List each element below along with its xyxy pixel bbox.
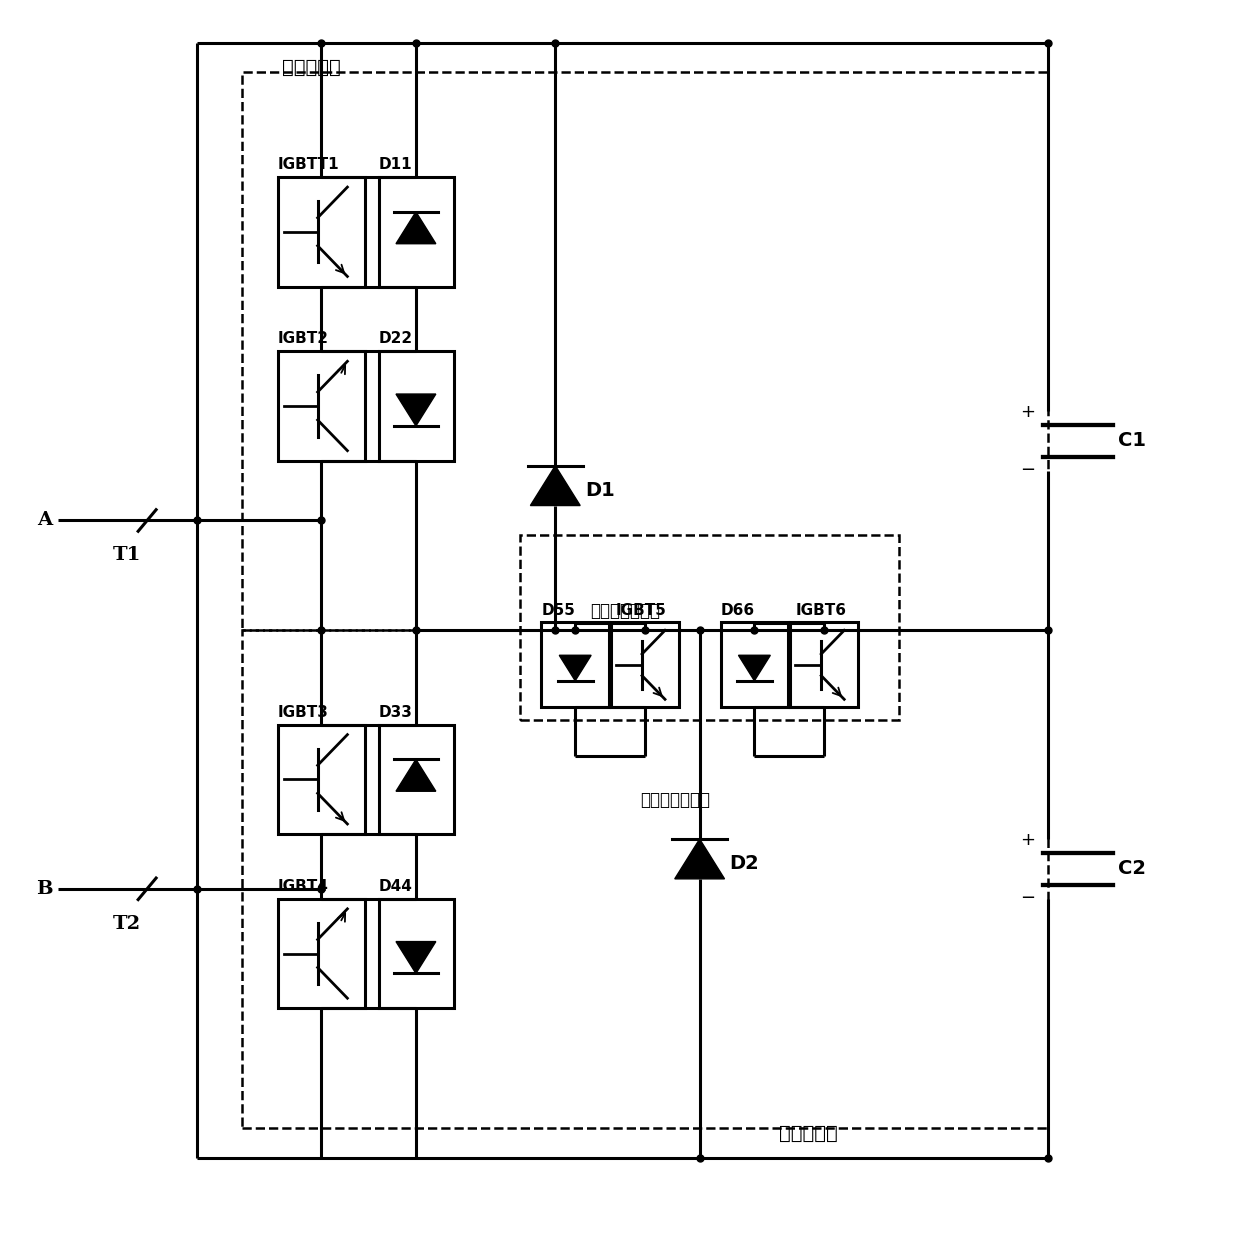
Text: 第二引导开关管: 第二引导开关管: [640, 791, 711, 809]
Text: D44: D44: [379, 879, 413, 894]
Bar: [611, 622, 678, 706]
Polygon shape: [396, 394, 435, 426]
Bar: [379, 899, 454, 1009]
Text: D22: D22: [379, 331, 413, 346]
Text: C2: C2: [1117, 860, 1146, 879]
Text: +: +: [1021, 831, 1035, 849]
Polygon shape: [396, 211, 435, 244]
Bar: [379, 351, 454, 461]
Text: D2: D2: [729, 855, 759, 874]
Text: −: −: [1021, 889, 1035, 906]
Bar: [278, 725, 365, 834]
Text: IGBT6: IGBT6: [795, 602, 846, 618]
Text: T1: T1: [113, 546, 140, 564]
Text: +: +: [1021, 402, 1035, 421]
Bar: [521, 535, 899, 720]
Bar: [278, 177, 365, 286]
Text: IGBTT1: IGBTT1: [278, 158, 340, 172]
Text: C1: C1: [1117, 431, 1146, 450]
Bar: [379, 725, 454, 834]
Text: D1: D1: [585, 481, 615, 500]
Bar: [278, 351, 365, 461]
Text: B: B: [36, 880, 52, 898]
Text: 上笹位模块: 上笹位模块: [281, 58, 340, 76]
Polygon shape: [396, 941, 435, 974]
Text: D33: D33: [379, 705, 413, 720]
Polygon shape: [559, 655, 591, 681]
Polygon shape: [531, 466, 580, 505]
Text: IGBT3: IGBT3: [278, 705, 329, 720]
Bar: [242, 72, 1048, 630]
Bar: [278, 899, 365, 1009]
Polygon shape: [675, 839, 724, 879]
Text: T2: T2: [113, 915, 140, 932]
Text: D11: D11: [379, 158, 413, 172]
Bar: [379, 177, 454, 286]
Polygon shape: [396, 760, 435, 791]
Bar: [790, 622, 858, 706]
Text: 下笹位模块: 下笹位模块: [779, 1124, 838, 1142]
Text: A: A: [37, 511, 52, 530]
Bar: [720, 622, 789, 706]
Text: D55: D55: [542, 602, 575, 618]
Text: 第一引导开关管: 第一引导开关管: [590, 602, 660, 620]
Text: IGBT2: IGBT2: [278, 331, 329, 346]
Text: −: −: [1021, 461, 1035, 479]
Text: IGBT4: IGBT4: [278, 879, 329, 894]
Bar: [542, 622, 609, 706]
Polygon shape: [739, 655, 770, 681]
Text: D66: D66: [720, 602, 755, 618]
Bar: [242, 630, 1048, 1128]
Text: IGBT5: IGBT5: [616, 602, 667, 618]
